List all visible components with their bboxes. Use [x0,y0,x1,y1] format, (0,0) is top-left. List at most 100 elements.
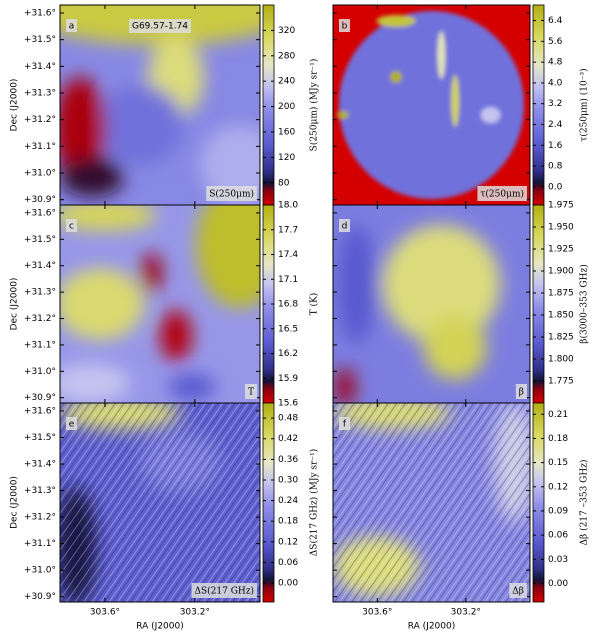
colorbar-tick-label: 320 [278,26,295,36]
map-feature [336,224,377,344]
y-tick-label: +31.1° [24,340,56,350]
y-tick-label: +31.6° [24,9,56,19]
colorbar-tick-label: 1.900 [548,267,574,277]
map-feature [480,107,501,123]
map-feature [60,77,106,181]
colorbar-tick-label: 4.8 [548,58,563,68]
colorbar-tick-label: 1.800 [548,355,574,365]
colorbar-label: ΔS(217 GHz) (MJy sr⁻¹) [309,449,320,556]
panel-letter: b [342,22,348,32]
colorbar-tick-label: 0.12 [278,537,298,547]
panel-annotation: Δβ [512,587,524,597]
panel-letter-box [66,417,77,430]
y-axis-label: Dec (J2000) [10,476,20,529]
y-tick-label: +30.9° [24,195,56,205]
y-tick-label: +31.1° [24,142,56,152]
map [60,5,260,205]
colorbar-tick-label: 1.875 [548,289,574,299]
map-feature [376,15,416,27]
colorbar-tick-label: 0.21 [548,410,568,420]
colorbar-tick-label: 15.9 [278,374,298,384]
map-feature [437,31,446,79]
colorbar-label: τ(250μm) (10⁻³) [579,68,590,141]
y-tick-label: +31.5° [24,433,56,443]
annotation-box [191,583,257,598]
map-feature [196,205,260,308]
map [60,205,260,403]
map [333,403,530,602]
colorbar-tick-label: 17.7 [278,225,298,235]
colorbar [532,204,545,404]
colorbar-tick-label: 5.6 [548,37,563,47]
y-tick-label: +30.9° [24,592,56,602]
colorbar-tick-label: 0.0 [548,182,563,192]
annotation-box [244,384,257,399]
colorbar-tick-label: 2.4 [548,120,563,130]
map-feature [334,367,355,403]
y-axis-label: Dec (J2000) [10,79,20,132]
y-axis-label: Dec (J2000) [10,278,20,331]
map-features [60,205,260,403]
y-tick-label: +31.5° [24,35,56,45]
colorbar [532,402,545,603]
colorbar-tick-label: 15.6 [278,399,298,409]
map-feature [390,71,402,83]
x-tick-label: 303.6° [90,608,120,618]
panel-letter-box [66,19,77,32]
colorbar-tick-label: 0.18 [548,434,568,444]
colorbar-tick-label: 0.06 [548,531,568,541]
colorbar-tick-label: 0.36 [278,455,298,465]
panel-letter: e [69,420,75,430]
colorbar-label: Δβ (217 –353 GHz) [579,460,590,546]
map-features [336,11,525,199]
map-feature [142,252,162,293]
panel-annotation: T [248,388,254,398]
colorbar-tick-label: 0.00 [278,579,298,589]
colorbar-tick-label: 18.0 [278,201,298,211]
colorbar-tick-label: 0.24 [278,496,298,506]
annotation-box [206,186,257,201]
colorbar-tick-label: 280 [278,51,295,61]
map-texture [60,403,260,602]
map-features [334,224,501,403]
map-feature [336,111,349,119]
map-feature [168,373,216,402]
x-tick-label: 303.6° [362,608,392,618]
colorbar-tick-label: 200 [278,102,295,112]
panel-annotation: τ(250μm) [480,189,524,200]
map-feature [96,85,184,165]
y-tick-label: +31.2° [24,115,56,125]
colorbar [262,4,275,206]
map-feature [338,11,525,199]
colorbar-tick-label: 0.30 [278,475,298,485]
y-tick-label: +31.4° [24,261,56,271]
map-feature [451,75,460,127]
colorbar-tick-label: 1.775 [548,377,574,387]
map-feature [160,309,192,362]
panel-annotation: β [519,388,524,398]
colorbar-tick-label: 0.09 [548,506,568,516]
panel-frame [59,402,261,603]
panel-title: G69.57-1.74 [132,22,188,32]
colorbar-tick-label: 6.4 [548,16,563,26]
map-texture [333,403,530,602]
panel-annotation: S(250μm) [209,189,254,200]
panel-letter: f [343,420,347,430]
colorbar-tick-label: 1.925 [548,245,574,255]
y-tick-label: +31.1° [24,539,56,549]
map-feature [423,315,487,380]
colorbar-tick-label: 3.2 [548,99,562,109]
panel-letter-box [66,219,77,232]
panel-letter-box [339,19,350,32]
panel-letter-box [339,219,350,232]
colorbar-tick-label: 0.15 [548,458,568,468]
map-feature [200,125,260,205]
map-feature [60,157,124,197]
colorbar-tick-label: 1.825 [548,333,574,343]
colorbar-tick-label: 1.850 [548,311,574,321]
panel-letter: a [69,22,75,32]
x-axis-label: RA (J2000) [408,622,456,632]
y-tick-label: +31.0° [24,367,56,377]
panel-letter: d [342,222,348,232]
y-tick-label: +31.6° [24,406,56,416]
